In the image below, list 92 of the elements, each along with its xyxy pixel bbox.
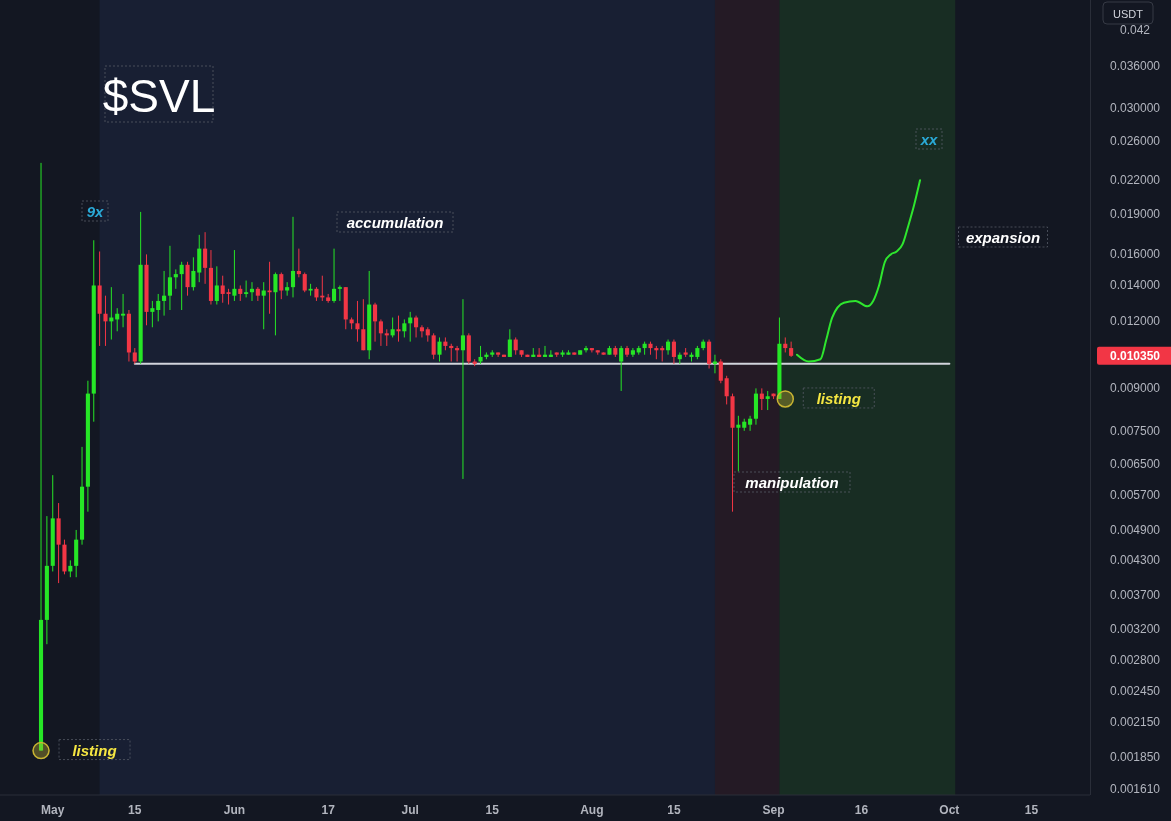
x-tick-label: 15 xyxy=(128,803,142,817)
candlestick xyxy=(390,317,395,338)
candlestick xyxy=(191,256,196,292)
y-tick-label: 0.019000 xyxy=(1109,207,1161,222)
x-tick-label: Oct xyxy=(939,803,960,817)
candlestick xyxy=(724,375,729,405)
annotation: xx xyxy=(919,131,938,148)
y-tick-label: 0.036000 xyxy=(1109,58,1161,73)
x-tick-label: 15 xyxy=(667,803,681,817)
candlestick xyxy=(759,387,764,411)
candlestick xyxy=(273,272,278,336)
y-tick-label: 0.016000 xyxy=(1109,247,1161,262)
candlestick xyxy=(179,261,184,311)
candlestick xyxy=(214,265,219,306)
line-series xyxy=(795,179,922,363)
x-tick-label: 15 xyxy=(1024,803,1039,817)
x-tick-label: Aug xyxy=(580,803,604,817)
x-tick-label: 17 xyxy=(321,803,336,817)
y-tick-label: 0.003200 xyxy=(1109,622,1161,637)
candlestick xyxy=(378,318,383,347)
y-tick-label: 0.042 xyxy=(1119,22,1151,37)
y-axis-title: USDT xyxy=(1113,8,1144,20)
candlestick xyxy=(748,415,753,432)
y-tick-label: 0.002800 xyxy=(1109,653,1161,668)
candlestick xyxy=(373,302,378,343)
candlestick xyxy=(789,341,794,358)
candlestick xyxy=(361,298,366,351)
candlestick xyxy=(185,261,190,297)
candlestick xyxy=(419,324,424,338)
candlestick xyxy=(507,328,512,358)
candlestick xyxy=(302,272,307,293)
candlestick xyxy=(261,281,266,330)
y-tick-label: 0.005700 xyxy=(1109,487,1161,502)
annotation: accumulation xyxy=(346,214,444,231)
y-tick-label: 0.026000 xyxy=(1109,134,1161,149)
x-tick-label: May xyxy=(41,803,65,817)
candlestick xyxy=(736,415,741,472)
candlestick xyxy=(279,272,284,300)
candlestick xyxy=(203,231,208,285)
candlestick xyxy=(232,249,237,302)
candlestick xyxy=(671,339,676,365)
y-tick-label: 0.004900 xyxy=(1109,522,1161,537)
candlestick xyxy=(414,315,419,338)
y-tick-label: 0.001850 xyxy=(1109,749,1161,764)
candlestick xyxy=(290,216,296,298)
y-tick-label: 0.006500 xyxy=(1109,457,1161,472)
y-tick-label: 0.009000 xyxy=(1109,381,1161,396)
candlestick xyxy=(296,248,301,278)
y-tick-label: 0.003700 xyxy=(1109,588,1161,603)
candlestick xyxy=(156,293,161,322)
candlestick xyxy=(355,300,360,343)
candlestick xyxy=(666,339,671,356)
candlestick xyxy=(707,339,712,370)
text: $SVL xyxy=(102,70,216,122)
candlestick xyxy=(396,315,401,343)
x-tick-label: 15 xyxy=(485,803,500,817)
y-tick-label: 0.002150 xyxy=(1109,714,1161,729)
y-tick-label: 0.002450 xyxy=(1109,684,1161,699)
candlestick xyxy=(619,345,624,392)
candlestick xyxy=(331,248,337,304)
candlestick xyxy=(162,270,167,317)
annotation: manipulation xyxy=(745,474,839,491)
annotation: 9x xyxy=(86,203,104,220)
y-tick-label: 0.001610 xyxy=(1109,782,1161,797)
candlestick xyxy=(718,358,723,384)
candlestick xyxy=(150,300,155,328)
candlestick xyxy=(167,245,172,311)
y-tick-label: 0.022000 xyxy=(1109,173,1161,188)
x-tick-label: Jun xyxy=(223,803,246,817)
candlestick xyxy=(460,298,466,480)
x-tick-label: 16 xyxy=(854,803,869,817)
candlestick xyxy=(103,295,108,347)
candlestick xyxy=(121,293,126,328)
candlestick xyxy=(765,390,770,411)
y-tick-label: 0.014000 xyxy=(1109,278,1161,293)
candlestick xyxy=(437,336,442,363)
candlestick xyxy=(173,268,178,290)
y-tick-label: 0.007500 xyxy=(1109,423,1161,438)
y-tick-label: 0.012000 xyxy=(1109,314,1161,329)
y-tick-label: 0.010350 xyxy=(1109,348,1161,363)
candlestick xyxy=(431,332,436,360)
y-tick-label: 0.030000 xyxy=(1109,100,1161,115)
y-tick-label: 0.004300 xyxy=(1109,553,1161,568)
candlestick xyxy=(496,351,501,358)
x-tick-label: Jul xyxy=(401,803,419,817)
annotation: listing xyxy=(72,741,117,759)
candlestick xyxy=(244,280,249,298)
candlestick xyxy=(197,234,202,283)
annotation: listing xyxy=(816,389,861,407)
annotation: expansion xyxy=(965,229,1041,246)
x-tick-label: Sep xyxy=(762,803,785,817)
candlestick xyxy=(337,284,342,302)
